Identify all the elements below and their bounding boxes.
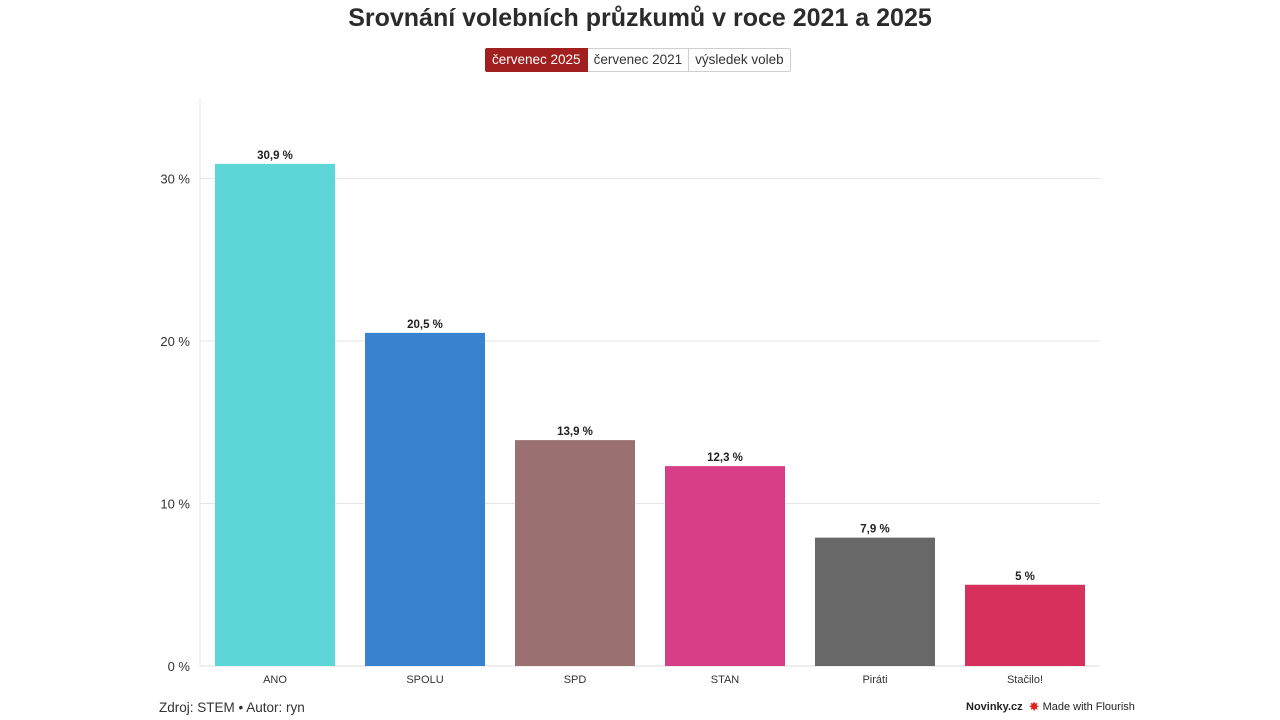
footer-branding: Novinky.cz ✸ Made with Flourish: [966, 700, 1135, 713]
x-tick-label: Piráti: [862, 674, 887, 686]
x-tick-label: SPD: [564, 674, 587, 686]
made-with-flourish-link[interactable]: Made with Flourish: [1042, 700, 1135, 713]
value-label: 20,5 %: [407, 319, 443, 331]
bar[interactable]: [665, 466, 785, 666]
bar[interactable]: [365, 332, 485, 666]
gridlines: 0 % 10 % 20 % 30 %: [160, 98, 1100, 674]
value-label: 5 %: [1015, 571, 1035, 583]
bar[interactable]: [215, 163, 335, 666]
x-tick-label: SPOLU: [406, 674, 443, 686]
x-tick-label: ANO: [263, 674, 287, 686]
bar[interactable]: [965, 584, 1085, 666]
tab-vysledek-voleb[interactable]: výsledek voleb: [689, 48, 791, 72]
source-note: Zdroj: STEM • Autor: ryn: [159, 700, 305, 715]
bar[interactable]: [815, 537, 935, 666]
value-label: 7,9 %: [860, 524, 889, 536]
value-label: 30,9 %: [257, 150, 293, 162]
flourish-burst-icon: ✸: [1028, 699, 1040, 714]
y-tick-label: 20 %: [160, 334, 190, 349]
bars: 30,9 % ANO 20,5 % SPOLU 13,9 % SPD 12,3 % STAN 7…: [215, 150, 1085, 686]
x-tick-label: Stačilo!: [1007, 674, 1043, 686]
novinky-logo[interactable]: Novinky.cz: [966, 700, 1023, 713]
period-tabs: červenec 2025 červenec 2021 výsledek vol…: [485, 48, 791, 72]
value-label: 12,3 %: [707, 452, 743, 464]
y-tick-label: 0 %: [168, 659, 191, 674]
y-tick-label: 30 %: [160, 172, 190, 187]
tab-cervenec-2021[interactable]: červenec 2021: [587, 48, 690, 72]
x-tick-label: STAN: [711, 674, 740, 686]
bar[interactable]: [515, 440, 635, 666]
y-tick-label: 10 %: [160, 497, 190, 512]
tab-cervenec-2025[interactable]: červenec 2025: [485, 48, 588, 72]
bar-chart: 0 % 10 % 20 % 30 % 30,9 % ANO 20,5 % SPOLU 13,9…: [160, 98, 1100, 686]
chart-title: Srovnání volebních průzkumů v roce 2021 …: [348, 4, 932, 32]
value-label: 13,9 %: [557, 426, 593, 438]
